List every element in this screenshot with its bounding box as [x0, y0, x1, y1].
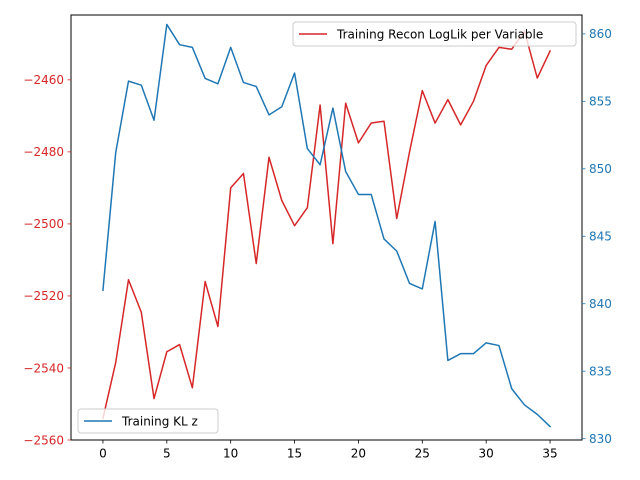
right-tick-label: 845 — [589, 230, 612, 244]
legend-kl-z: Training KL z — [77, 408, 219, 434]
right-tick-label: 835 — [589, 364, 612, 378]
legend-label-recon: Training Recon LogLik per Variable — [336, 28, 543, 42]
x-tick-label: 10 — [223, 447, 238, 461]
left-y-axis: −2560 −2540 −2520 −2500 −2480 −2460 — [23, 73, 71, 447]
x-tick-label: 25 — [415, 447, 430, 461]
x-tick-label: 15 — [287, 447, 302, 461]
left-tick-label: −2560 — [23, 433, 64, 447]
right-tick-label: 830 — [589, 432, 612, 446]
right-tick-label: 850 — [589, 162, 612, 176]
x-tick-label: 20 — [351, 447, 366, 461]
left-tick-label: −2520 — [23, 289, 64, 303]
right-tick-label: 840 — [589, 297, 612, 311]
left-tick-label: −2500 — [23, 217, 64, 231]
left-tick-label: −2480 — [23, 145, 64, 159]
x-tick-label: 35 — [542, 447, 557, 461]
plot-lines — [102, 23, 552, 428]
right-tick-label: 860 — [589, 27, 612, 41]
left-tick-label: −2460 — [23, 73, 64, 87]
left-tick-label: −2540 — [23, 361, 64, 375]
series-line-kl-z — [102, 23, 552, 428]
legend-box — [77, 408, 219, 434]
plot-frame — [70, 14, 583, 441]
x-tick-label: 0 — [99, 447, 107, 461]
x-tick-label: 30 — [479, 447, 494, 461]
right-y-axis: 830 835 840 845 850 855 860 — [582, 27, 612, 446]
legend-recon-loglik: Training Recon LogLik per Variable — [292, 21, 577, 47]
x-axis: 0 5 10 15 20 25 30 35 — [99, 440, 558, 461]
legend-label-kl: Training KL z — [121, 415, 198, 429]
legend-box — [292, 21, 577, 47]
right-tick-label: 855 — [589, 95, 612, 109]
x-tick-label: 5 — [163, 447, 171, 461]
series-line-recon-loglik — [102, 30, 552, 420]
